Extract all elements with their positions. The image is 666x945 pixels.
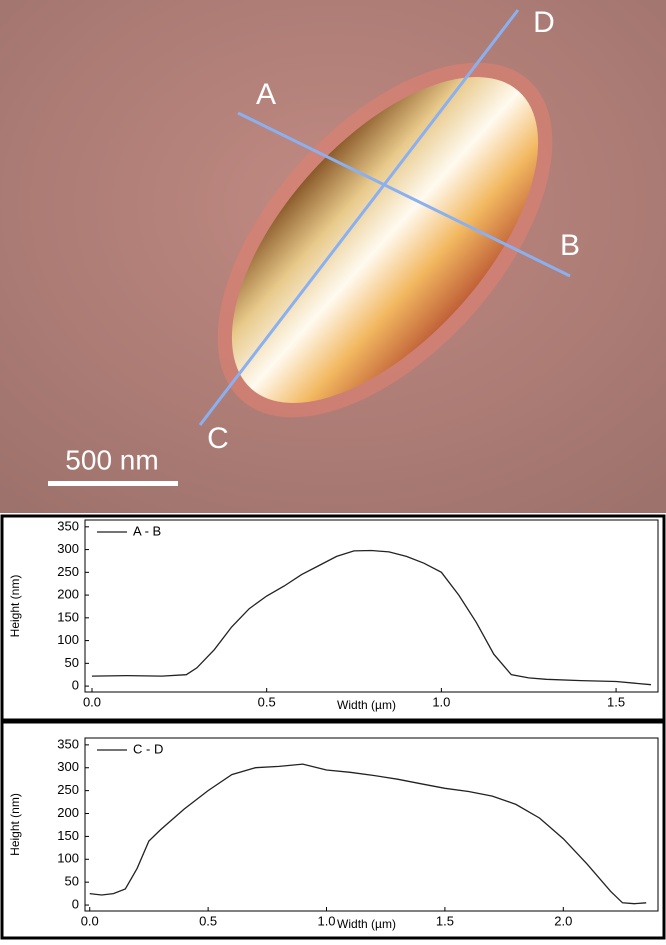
x-tick-label: 1.5: [607, 694, 625, 709]
x-tick-label: 0.0: [83, 694, 101, 709]
x-tick-label: 1.5: [436, 913, 454, 928]
y-tick-label: 300: [57, 759, 79, 774]
y-tick-label: 200: [57, 587, 79, 602]
y-tick-label: 300: [57, 541, 79, 556]
x-tick-label: 2.0: [554, 913, 572, 928]
y-tick-label: 200: [57, 805, 79, 820]
y-tick-label: 100: [57, 851, 79, 866]
x-axis-label: Width (µm): [337, 698, 396, 712]
scale-bar-label: 500 nm: [65, 444, 158, 475]
panel-2: [2, 722, 664, 938]
panel-1: [2, 516, 664, 720]
y-tick-label: 50: [65, 655, 79, 670]
y-tick-label: 250: [57, 564, 79, 579]
y-tick-label: 350: [57, 736, 79, 751]
x-tick-label: 0.5: [258, 694, 276, 709]
afm-image: A B C D 500 nm: [0, 0, 666, 513]
label-c: C: [207, 422, 229, 455]
x-axis-label: Width (µm): [337, 917, 396, 931]
y-tick-label: 150: [57, 609, 79, 624]
figure: A B C D 500 nm 0501001502002503003500.00…: [0, 0, 666, 940]
label-a: A: [256, 78, 276, 111]
y-axis-label: Height (nm): [8, 575, 22, 638]
label-d: D: [533, 6, 555, 39]
y-tick-label: 0: [72, 896, 79, 911]
y-tick-label: 350: [57, 518, 79, 533]
y-tick-label: 50: [65, 874, 79, 889]
y-axis-label: Height (nm): [8, 793, 22, 856]
x-tick-label: 1.0: [317, 913, 335, 928]
y-tick-label: 150: [57, 828, 79, 843]
x-tick-label: 1.0: [432, 694, 450, 709]
y-tick-label: 250: [57, 782, 79, 797]
x-tick-label: 0.5: [199, 913, 217, 928]
page: {"image": {"labels": ["A", "B", "C", "D"…: [0, 0, 666, 940]
legend-label: C - D: [133, 741, 163, 756]
x-tick-label: 0.0: [81, 913, 99, 928]
legend-label: A - B: [133, 523, 161, 538]
y-tick-label: 0: [72, 678, 79, 693]
label-b: B: [560, 229, 580, 262]
y-tick-label: 100: [57, 632, 79, 647]
scale-bar: [48, 481, 178, 486]
